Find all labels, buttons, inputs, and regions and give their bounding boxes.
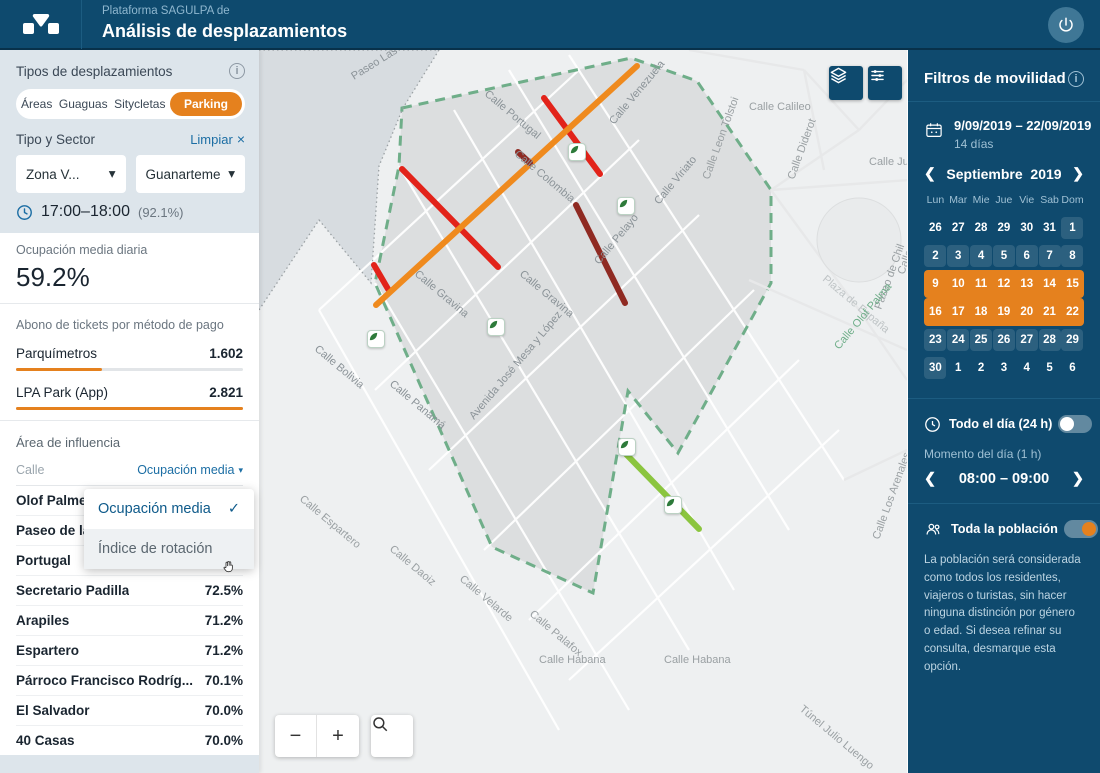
svg-text:Calle Calileo: Calle Calileo	[749, 101, 811, 113]
svg-text:Calle Habana: Calle Habana	[664, 654, 732, 666]
svg-text:Calle Habana: Calle Habana	[539, 654, 607, 666]
svg-text:Calle Juan Manuel D: Calle Juan Manuel D	[869, 156, 907, 168]
